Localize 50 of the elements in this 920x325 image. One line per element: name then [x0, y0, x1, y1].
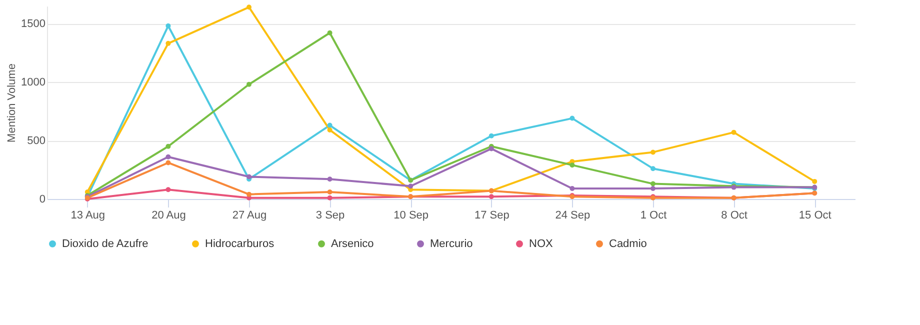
point: [166, 187, 171, 192]
x-tick-label: 15 Oct: [798, 210, 832, 222]
x-tick-label: 1 Oct: [640, 210, 667, 222]
legend-label: Hidrocarburos: [205, 238, 275, 250]
point: [650, 166, 656, 172]
x-tick-label: 20 Aug: [152, 210, 186, 222]
x-tick-label: 17 Sep: [474, 210, 510, 222]
point: [327, 30, 332, 36]
point: [731, 130, 736, 135]
point: [488, 194, 494, 200]
y-tick-label: 500: [27, 135, 46, 148]
x-tick-label: 13 Aug: [70, 210, 106, 222]
point: [246, 4, 252, 10]
legend-label: Mercurio: [430, 238, 473, 250]
point: [570, 116, 575, 121]
point: [327, 195, 332, 200]
point: [246, 192, 252, 197]
point: [488, 146, 494, 152]
point: [166, 144, 171, 149]
point: [166, 154, 171, 160]
point: [246, 174, 252, 180]
point: [327, 127, 332, 132]
x-tick-label: 8 Oct: [721, 210, 748, 222]
point: [166, 160, 171, 166]
y-tick-label: 1000: [21, 76, 46, 89]
point: [327, 176, 332, 182]
point: [650, 150, 656, 155]
point: [246, 82, 252, 87]
x-tick-label: 3 Sep: [316, 210, 345, 222]
x-tick-label: 10 Sep: [394, 210, 429, 222]
point: [166, 23, 171, 28]
legend-label: Dioxido de Azufre: [62, 238, 148, 250]
point: [650, 186, 656, 191]
point: [327, 189, 332, 194]
point: [812, 178, 818, 184]
y-tick-label: 1500: [21, 18, 46, 30]
point: [570, 186, 575, 191]
y-axis-title: Mention Volume: [6, 64, 18, 142]
point: [488, 133, 494, 138]
point: [408, 184, 414, 189]
legend-label: Cadmio: [609, 238, 647, 250]
point: [650, 181, 656, 186]
y-tick-label: 0: [39, 194, 46, 206]
point: [166, 40, 171, 46]
point: [327, 122, 332, 128]
legend-label: Arsenico: [331, 238, 374, 250]
point: [570, 162, 575, 168]
legend-label: NOX: [529, 238, 554, 250]
x-tick-label: 27 Aug: [232, 210, 267, 222]
x-tick-label: 24 Sep: [555, 210, 590, 222]
